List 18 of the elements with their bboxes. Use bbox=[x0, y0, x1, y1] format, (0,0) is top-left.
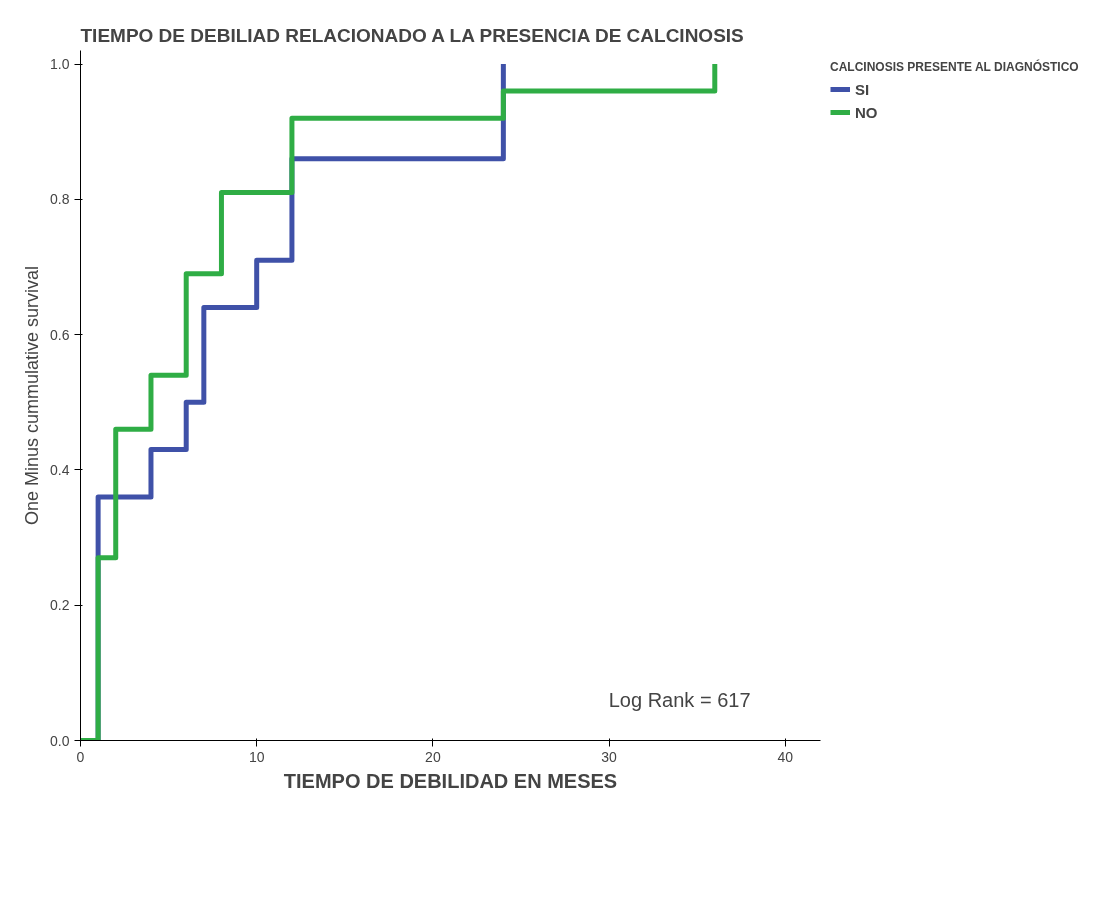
legend-label: NO bbox=[855, 103, 878, 121]
x-tick-label: 0 bbox=[76, 748, 85, 765]
y-tick-label: 0.8 bbox=[50, 191, 70, 208]
x-tick-label: 40 bbox=[777, 748, 794, 765]
y-tick-label: 0.6 bbox=[50, 326, 70, 343]
y-tick-label: 1.0 bbox=[50, 56, 70, 73]
y-tick-label: 0.0 bbox=[50, 732, 70, 749]
x-tick-label: 10 bbox=[248, 748, 265, 765]
y-tick-label: 0.2 bbox=[50, 597, 70, 614]
x-axis-title: TIEMPO DE DEBILIDAD EN MESES bbox=[283, 769, 618, 792]
x-tick-label: 30 bbox=[601, 748, 618, 765]
x-tick-label: 20 bbox=[425, 748, 441, 765]
legend-title: CALCINOSIS PRESENTE AL DIAGNÓSTICO bbox=[830, 60, 1079, 74]
annotation: Log Rank = 617 bbox=[608, 688, 751, 711]
legend-label: SI bbox=[855, 80, 871, 98]
chart-title: TIEMPO DE DEBILIAD RELACIONADO A LA PRESENCIA DE CALCINOSIS bbox=[80, 24, 744, 46]
y-tick-label: 0.4 bbox=[50, 461, 70, 478]
y-axis-title: One Minus cummulative survival bbox=[22, 265, 43, 526]
